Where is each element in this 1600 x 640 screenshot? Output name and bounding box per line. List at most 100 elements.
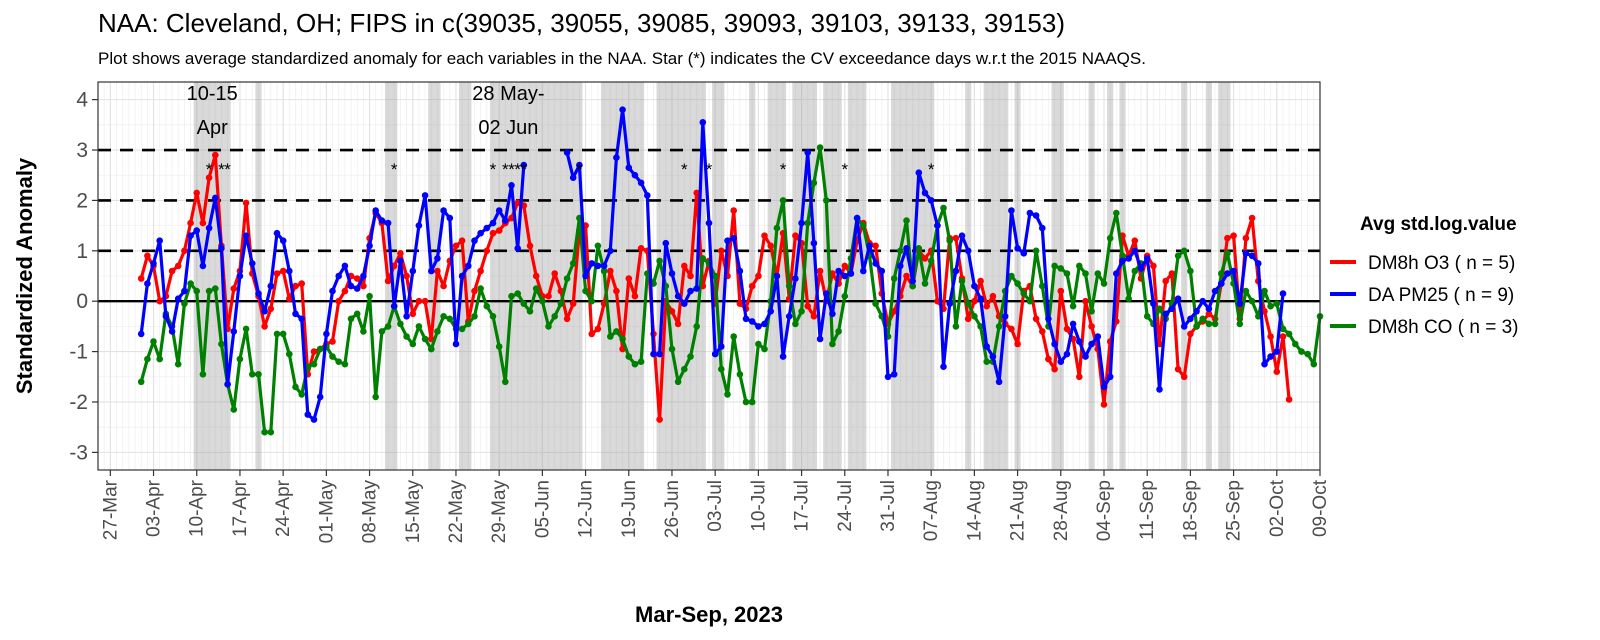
- data-point: [1267, 333, 1274, 340]
- data-point: [489, 229, 497, 237]
- data-point: [823, 290, 830, 297]
- x-tick-label: 03-Apr: [144, 479, 165, 537]
- data-point: [1032, 212, 1040, 219]
- shaded-day: [718, 82, 725, 470]
- exceedance-star: *: [521, 160, 528, 179]
- data-point: [1119, 257, 1126, 265]
- data-point: [1100, 383, 1108, 391]
- shaded-day: [428, 82, 435, 470]
- data-point: [298, 280, 306, 287]
- data-point: [1143, 313, 1151, 320]
- data-point: [915, 169, 923, 176]
- data-point: [711, 350, 719, 358]
- y-tick-label: -2: [69, 391, 88, 414]
- data-point: [995, 323, 1003, 330]
- data-point: [693, 285, 700, 292]
- data-point: [792, 275, 799, 282]
- data-point: [1174, 365, 1182, 373]
- shaded-day: [465, 82, 472, 470]
- data-point: [193, 189, 200, 197]
- data-point: [699, 255, 707, 262]
- data-point: [631, 292, 639, 300]
- series-layer: [137, 106, 1324, 436]
- data-point: [736, 267, 744, 275]
- data-point: [310, 348, 318, 355]
- data-point: [242, 199, 250, 207]
- data-point: [1205, 305, 1213, 313]
- x-tick-label: 04-Sep: [1094, 480, 1115, 541]
- shaded-day: [224, 82, 231, 470]
- shaded-day: [576, 82, 583, 470]
- data-point: [1224, 234, 1231, 242]
- data-point: [823, 197, 830, 204]
- data-point: [681, 262, 688, 270]
- data-point: [329, 338, 336, 345]
- data-point: [637, 245, 645, 252]
- x-axis-ticks: 27-Mar 03-Apr 10-Apr 17-Apr 24-Apr 01-May 08-M…: [100, 470, 1331, 543]
- data-point: [551, 313, 558, 320]
- data-point: [798, 308, 805, 315]
- data-point: [242, 232, 250, 239]
- shaded-day: [613, 82, 620, 470]
- data-point: [1248, 214, 1256, 222]
- data-point: [1193, 308, 1200, 315]
- data-point: [452, 340, 460, 348]
- data-point: [298, 391, 306, 398]
- data-point: [631, 171, 639, 179]
- data-point: [1285, 330, 1293, 338]
- data-point: [983, 343, 990, 350]
- data-point: [730, 333, 737, 340]
- data-point: [1106, 234, 1114, 242]
- data-point: [156, 355, 163, 363]
- data-point: [261, 308, 268, 315]
- series-1: [137, 106, 1287, 423]
- data-point: [1292, 340, 1299, 348]
- data-point: [1298, 348, 1305, 355]
- data-point: [792, 232, 799, 239]
- data-point: [693, 189, 700, 197]
- data-point: [144, 252, 151, 260]
- y-tick-label: 2: [76, 189, 88, 212]
- data-point: [940, 363, 947, 371]
- data-point: [1020, 290, 1028, 297]
- data-point: [279, 330, 287, 338]
- data-point: [730, 234, 737, 242]
- data-point: [946, 300, 953, 308]
- shaded-day: [779, 82, 787, 470]
- data-point: [1211, 287, 1219, 295]
- data-point: [539, 297, 546, 305]
- shaded-day: [915, 82, 922, 470]
- data-point: [520, 300, 528, 308]
- x-tick-label: 24-Apr: [273, 479, 294, 537]
- shaded-day: [557, 82, 564, 470]
- data-point: [440, 282, 447, 290]
- data-point: [588, 330, 595, 338]
- data-point: [495, 343, 503, 350]
- data-point: [699, 119, 707, 126]
- shaded-day: [1002, 82, 1009, 470]
- data-point: [779, 197, 787, 204]
- data-point: [607, 267, 614, 275]
- data-point: [816, 144, 824, 151]
- data-point: [465, 262, 472, 270]
- shaded-day: [631, 82, 639, 470]
- data-point: [1156, 305, 1163, 313]
- data-point: [1051, 365, 1058, 373]
- data-point: [1199, 297, 1206, 305]
- data-point: [205, 224, 213, 232]
- data-point: [1076, 262, 1083, 270]
- data-point: [409, 340, 417, 348]
- data-point: [1076, 373, 1083, 381]
- data-point: [446, 214, 454, 222]
- data-point: [360, 282, 367, 290]
- data-point: [1279, 333, 1287, 340]
- data-point: [613, 328, 620, 335]
- data-point: [1180, 247, 1188, 255]
- data-point: [495, 227, 503, 234]
- data-point: [1125, 295, 1132, 303]
- data-point: [1051, 340, 1058, 348]
- data-point: [310, 416, 318, 423]
- shaded-day: [860, 82, 867, 470]
- data-point: [1032, 247, 1040, 255]
